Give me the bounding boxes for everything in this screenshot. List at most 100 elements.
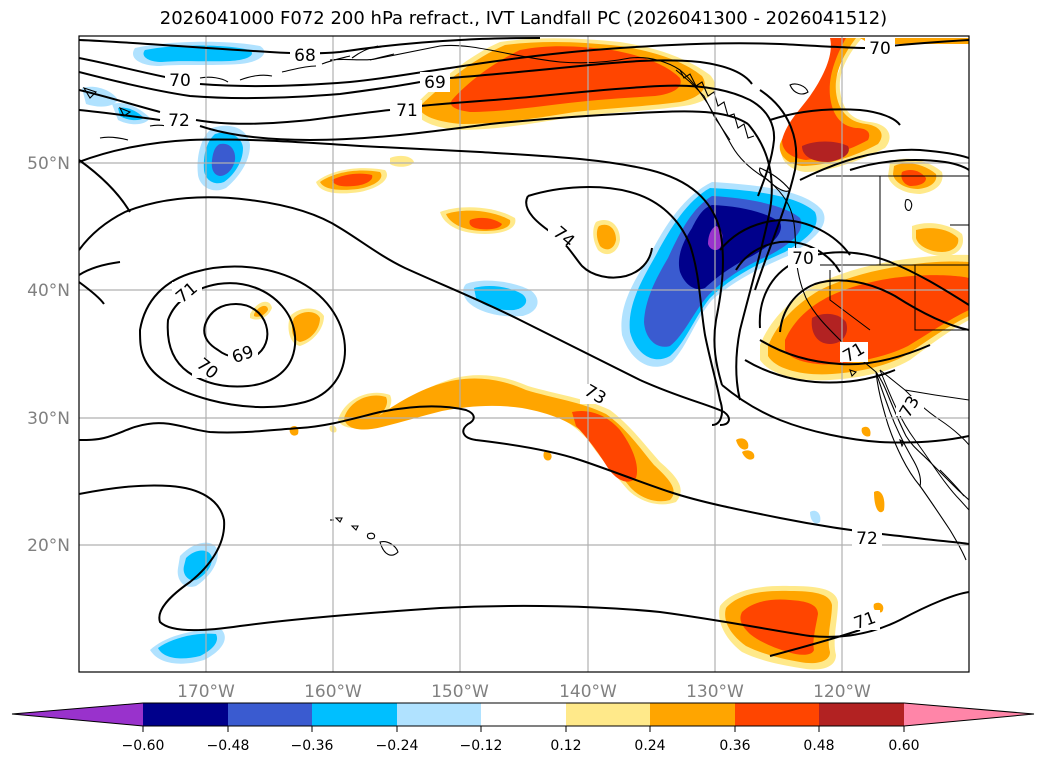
pos-blob-mid-2: [390, 155, 414, 167]
contour-71-west-us: [779, 279, 969, 333]
coast-hawaii-3: [350, 525, 359, 531]
longitude-labels: 170°W 160°W 150°W 140°W 130°W 120°W: [177, 682, 871, 702]
contour-label-bg-72-nw: [164, 110, 194, 130]
contour-ne-loop-3: [799, 148, 969, 181]
lon-label-150w: 150°W: [431, 682, 489, 702]
neg-blob-south-2-036: [158, 633, 218, 659]
neg-blob-far-left-1: [82, 86, 118, 107]
coast-aleutians-6: [369, 53, 395, 61]
pos-blob-bc-coast-048: [802, 141, 849, 162]
colorbar-label-5: −0.12: [460, 738, 503, 754]
pos-speck-3: [736, 438, 749, 450]
pos-speck-5: [543, 451, 552, 461]
contour-inner-5: [849, 159, 969, 171]
contour-71-north: [79, 84, 776, 197]
coast-mexico: [919, 485, 967, 561]
colorbar-bin-1: [143, 703, 228, 726]
colorbar-bin-6: [566, 703, 650, 726]
pos-blob-interior-1-036: [901, 170, 926, 186]
us-mexico-border: [879, 369, 969, 401]
lon-label-120w: 120°W: [813, 682, 871, 702]
contour-label-70-nw: 70: [169, 71, 191, 91]
contour-label-70-ne: 70: [869, 39, 891, 59]
contour-label-bg-70-ne: [865, 38, 895, 58]
pos-speck-4: [742, 450, 755, 460]
contour-inner-1: [735, 240, 841, 273]
colorbar: −0.60 −0.48 −0.36 −0.24 −0.12 0.12 0.24 …: [11, 702, 1035, 754]
contour-ne-loop-2: [754, 89, 798, 291]
colorbar-label-10: 0.60: [888, 738, 919, 754]
pos-blob-subtropical-024: [344, 378, 674, 502]
contour-label-72-south: 72: [856, 529, 878, 549]
neg-blob-aleutian-048: [211, 143, 236, 176]
lat-label-30n: 30°N: [27, 409, 70, 429]
lon-label-160w: 160°W: [304, 682, 362, 702]
refractivity-contours: [79, 37, 969, 657]
contour-70-west-us: [758, 251, 969, 329]
coast-aleutians-4: [321, 55, 351, 65]
lat-label-20n: 20°N: [27, 536, 70, 556]
contour-label-70-west-us: 70: [792, 249, 814, 269]
lat-label-40n: 40°N: [27, 281, 70, 301]
colorbar-ticks: [142, 726, 905, 732]
contour-label-68: 68: [294, 46, 316, 66]
contour-label-bg-68: [290, 45, 320, 65]
contour-west-open: [79, 405, 969, 545]
contour-sw-lower: [79, 484, 969, 638]
colorbar-extend-low: [12, 703, 143, 726]
contour-label-bg-71-south: [850, 610, 880, 630]
contour-71-low-outer: [138, 265, 347, 409]
state-border-4: [914, 265, 969, 331]
coast-hawaii-2: [366, 532, 376, 540]
coastlines: [82, 44, 969, 561]
colorbar-label-7: 0.24: [634, 738, 665, 754]
coast-alaska: [329, 44, 766, 179]
contour-74: [525, 186, 723, 426]
neg-blob-south-3: [810, 510, 821, 524]
contour-label-bg-71-west-us: [840, 342, 868, 362]
coast-lake-2: [904, 199, 913, 211]
pos-blob-sw-1-024: [292, 312, 320, 342]
contour-label-72-nw: 72: [168, 111, 190, 131]
contour-inner-2: [719, 218, 851, 256]
coast-panhandle: [679, 69, 755, 139]
contour-70-low: [166, 282, 297, 388]
contour-label-bg-71-low: [172, 282, 202, 302]
contour-label-bg-69-north: [420, 72, 450, 92]
contour-label-bg-74: [548, 226, 578, 246]
contour-71-south-edge: [769, 629, 861, 657]
coast-aleutians-9: [82, 87, 98, 99]
colorbar-bin-3: [312, 703, 397, 726]
contour-label-bg-72-south: [852, 528, 882, 548]
contour-inner-3: [744, 359, 896, 384]
coast-aleutians-10: [118, 106, 132, 117]
coast-aleutians-1: [199, 76, 229, 83]
contour-68: [79, 37, 541, 55]
contour-69-low: [203, 302, 269, 359]
pos-blob-mid-4-024: [596, 224, 616, 250]
coast-aleutians-7: [99, 136, 129, 141]
pos-speck-7: [861, 426, 871, 437]
colorbar-label-9: 0.48: [803, 738, 834, 754]
contour-label-bg-69-low: [228, 344, 258, 364]
pos-blob-bc-coast-036: [718, 38, 870, 160]
pos-blob-mid-1-036: [332, 173, 373, 187]
neg-blob-south-1-036: [183, 550, 212, 581]
lon-label-140w: 140°W: [559, 682, 617, 702]
colorbar-extend-high: [904, 703, 1034, 726]
contour-73-south: [79, 196, 730, 426]
colorbar-bin-5: [481, 703, 566, 726]
contour-label-bg-71-north: [392, 100, 422, 120]
coast-aleutians-3: [281, 65, 317, 73]
coast-mexico-2: [939, 469, 965, 497]
contour-70-north: [79, 39, 969, 88]
contour-label-bg-73-east: [896, 396, 924, 416]
pos-blob-interior-2-024: [916, 228, 959, 252]
pos-blob-mid-3-036: [469, 217, 502, 230]
lon-label-130w: 130°W: [686, 682, 744, 702]
baja-ca: [879, 369, 969, 511]
contour-label-69-north: 69: [424, 73, 446, 93]
contour-label-bg-73: [580, 384, 610, 404]
coast-aleutians-2: [239, 74, 273, 81]
